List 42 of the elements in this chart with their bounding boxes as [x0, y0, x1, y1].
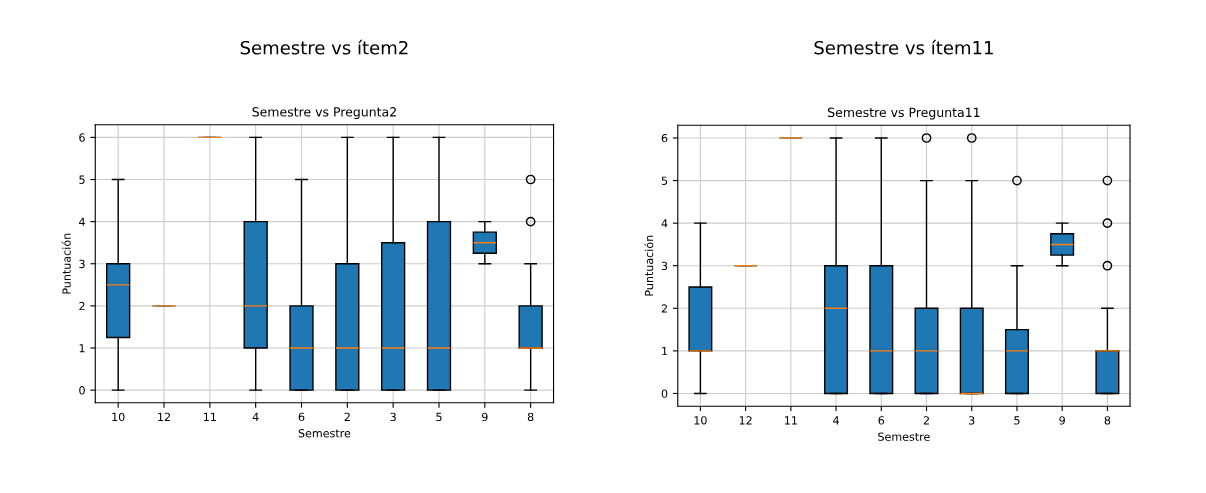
y-tick-label: 2 — [79, 301, 85, 311]
x-tick-label: 6 — [878, 416, 885, 425]
x-tick-label: 5 — [436, 412, 442, 422]
x-axis-title: Semestre — [878, 432, 930, 441]
chart-subtitle: Semestre vs Pregunta11 — [828, 107, 980, 120]
x-tick-label: 4 — [833, 416, 839, 425]
x-tick-label: 5 — [1014, 416, 1020, 425]
y-axis-title: Puntuación — [644, 235, 654, 296]
chart-subtitle: Semestre vs Pregunta2 — [252, 107, 396, 119]
y-tick-label: 0 — [661, 389, 668, 398]
x-tick-label: 6 — [298, 412, 305, 422]
y-tick-label: 1 — [662, 347, 668, 356]
x-tick-label: 9 — [481, 412, 488, 422]
y-tick-label: 2 — [661, 304, 667, 313]
y-tick-label: 4 — [79, 217, 85, 226]
x-tick-label: 9 — [1059, 416, 1065, 425]
y-tick-label: 6 — [79, 133, 85, 142]
y-tick-label: 6 — [661, 133, 668, 143]
x-tick-label: 12 — [158, 412, 170, 421]
x-tick-label: 8 — [527, 412, 534, 422]
y-tick-label: 1 — [79, 344, 85, 353]
x-tick-label: 10 — [694, 416, 707, 425]
chart-title: Semestre vs ítem11 — [814, 39, 993, 55]
y-tick-label: 5 — [79, 175, 85, 184]
x-tick-label: 3 — [390, 412, 396, 422]
x-tick-label: 11 — [204, 412, 216, 421]
x-tick-label: 10 — [112, 412, 125, 422]
x-axis-title: Semestre — [298, 429, 351, 438]
x-tick-label: 8 — [1104, 416, 1111, 425]
x-tick-label: 2 — [344, 412, 350, 421]
x-tick-label: 4 — [252, 412, 259, 421]
y-tick-label: 0 — [79, 386, 85, 395]
y-tick-label: 4 — [661, 219, 668, 228]
y-axis-title: Puntuación — [61, 233, 71, 294]
x-tick-label: 3 — [969, 416, 975, 425]
y-tick-label: 3 — [79, 259, 85, 269]
x-tick-label: 11 — [784, 416, 797, 425]
x-tick-label: 2 — [923, 416, 929, 425]
x-tick-label: 12 — [739, 416, 752, 425]
y-tick-label: 3 — [661, 261, 668, 271]
chart-title: Semestre vs ítem2 — [240, 39, 408, 55]
y-tick-label: 5 — [661, 176, 668, 185]
